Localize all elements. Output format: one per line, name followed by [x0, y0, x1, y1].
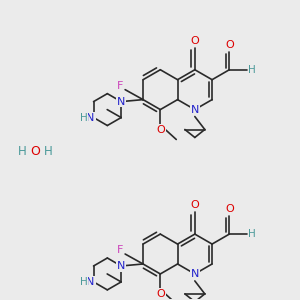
Text: H: H	[248, 229, 256, 239]
Text: O: O	[225, 40, 234, 50]
Text: H: H	[44, 145, 53, 158]
Text: O: O	[190, 200, 199, 210]
Text: H: H	[80, 112, 88, 122]
Text: N: N	[86, 277, 95, 287]
Text: N: N	[86, 112, 95, 122]
Text: H: H	[18, 145, 27, 158]
Text: H: H	[248, 65, 256, 75]
Text: H: H	[80, 277, 88, 287]
Text: N: N	[117, 261, 125, 271]
Text: F: F	[117, 81, 123, 91]
Text: O: O	[156, 124, 165, 134]
Text: N: N	[190, 269, 199, 279]
Text: O: O	[190, 36, 199, 46]
Text: O: O	[31, 145, 40, 158]
Text: O: O	[225, 204, 234, 214]
Text: N: N	[190, 105, 199, 115]
Text: N: N	[117, 97, 125, 106]
Text: F: F	[117, 245, 123, 255]
Text: O: O	[156, 289, 165, 299]
